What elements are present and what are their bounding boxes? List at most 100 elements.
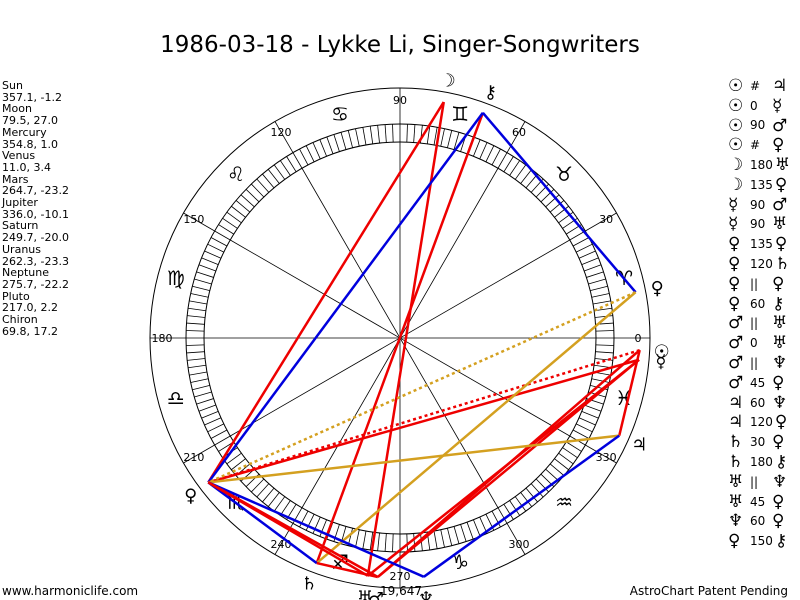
tick-mark [384, 533, 387, 552]
aspect-planet-1: ♃ [728, 412, 744, 433]
tick-mark [592, 300, 611, 305]
tick-mark [545, 468, 560, 482]
tick-mark [377, 532, 380, 551]
planet-name: Sun [2, 79, 23, 92]
tick-mark [319, 519, 327, 537]
aspect-planet-2: ♆ [772, 471, 788, 492]
planet-position: 357.1, -1.2 [2, 90, 62, 104]
tick-mark [187, 358, 206, 361]
tick-mark [595, 351, 614, 354]
zodiac-sign-glyph: ♉ [555, 162, 573, 186]
aspect-planet-2: ♂ [772, 194, 788, 215]
tick-mark [326, 136, 334, 154]
aspect-planet-1: ♂ [728, 372, 744, 393]
aspect-planet-2: ♀ [772, 491, 785, 512]
aspect-planet-2: ♂ [772, 115, 788, 136]
sector-divider [585, 444, 617, 464]
aspect-line [207, 358, 640, 484]
footer-website[interactable]: www.harmoniclife.com [2, 584, 139, 598]
tick-mark [292, 152, 303, 169]
aspect-planet-1: ♄ [728, 432, 744, 453]
aspect-type: 90 [750, 217, 766, 232]
aspect-planet-2: ♅ [772, 214, 788, 235]
sector-divider [585, 212, 617, 232]
sector-divider [506, 523, 526, 555]
aspect-planet-2: ♀ [772, 135, 785, 156]
tick-mark [549, 200, 565, 213]
tick-mark [545, 194, 560, 208]
tick-mark [558, 211, 574, 224]
aspect-list: ☉ # ♃ ☉ 0 ☿ ☉ 90 ♂ ☉ # ♀ ☽ 180 ♅ ☽ 135 ♀ ☿ 90 ♂ ☿ 90 ♅ ♀ 135 ♀ ♀ 120… [728, 76, 798, 551]
footer-patent-note: AstroChart Patent Pending [629, 584, 788, 598]
aspect-row: ♅ 45 ♀ [728, 492, 798, 512]
aspect-planet-2: ♀ [774, 234, 788, 255]
planet-position-list: Sun 357.1, -1.2 Moon 79.5, 27.0 Mercury 354.8… [2, 80, 69, 337]
tick-mark [503, 156, 514, 172]
tick-mark [566, 441, 582, 452]
aspect-planet-2: ☿ [772, 95, 783, 116]
aspect-type: 135 [750, 177, 773, 192]
tick-mark [196, 271, 214, 278]
tick-mark [572, 429, 590, 439]
planet-glyph: ♃ [631, 435, 647, 456]
tick-mark [305, 145, 315, 163]
aspect-planet-2: ♅ [772, 333, 788, 354]
tick-mark [591, 293, 610, 298]
zodiac-sign-glyph: ♌ [227, 162, 245, 186]
tick-mark [256, 483, 270, 498]
tick-mark [595, 344, 614, 346]
aspect-planet-1: ☉ [728, 135, 744, 156]
tick-mark [187, 315, 206, 318]
tick-mark [406, 124, 408, 143]
tick-mark [588, 278, 606, 285]
aspect-row: ♂ 0 ♅ [728, 333, 798, 353]
planet-name: Moon [2, 102, 32, 116]
planet-position: 262.3, -23.3 [2, 254, 69, 268]
degree-label: 300 [509, 538, 530, 551]
aspect-planet-2: ♀ [772, 372, 785, 393]
extra-label: 19,647 [380, 584, 422, 598]
aspect-type: 180 [750, 455, 773, 470]
tick-mark [226, 211, 242, 224]
degree-label: 240 [271, 538, 292, 551]
aspect-type: 45 [750, 494, 766, 509]
tick-mark [392, 124, 394, 143]
tick-mark [189, 371, 208, 376]
aspect-row: ☉ # ♀ [728, 135, 798, 155]
tick-mark [186, 344, 205, 346]
tick-mark [198, 404, 216, 412]
aspect-type: 135 [750, 237, 773, 252]
tick-mark [525, 487, 538, 503]
aspect-row: ☿ 90 ♂ [728, 195, 798, 215]
tick-mark [581, 411, 599, 419]
aspect-line [315, 291, 637, 565]
planet-position: 336.0, -10.1 [2, 207, 69, 221]
tick-mark [392, 533, 394, 552]
tick-mark [347, 130, 353, 148]
aspect-line [423, 434, 620, 578]
aspect-planet-1: ♂ [728, 313, 744, 334]
tick-mark [312, 142, 321, 160]
aspect-planet-1: ♀ [728, 254, 741, 275]
aspect-row: ♂ || ♅ [728, 313, 798, 334]
aspect-line [208, 434, 620, 484]
aspect-planet-1: ☉ [728, 75, 744, 96]
aspect-row: ♅ || ♆ [728, 472, 798, 492]
aspect-line [481, 111, 637, 294]
tick-mark [267, 492, 280, 507]
tick-mark [201, 411, 219, 419]
degree-label: 330 [596, 451, 617, 464]
planet-glyph: ♀ [184, 486, 197, 507]
tick-mark [530, 483, 544, 498]
tick-mark [578, 250, 596, 259]
aspect-type: 180 [750, 158, 773, 173]
aspect-row: ♀ 120 ♄ [728, 254, 798, 274]
tick-mark [251, 183, 265, 198]
tick-mark [362, 127, 367, 146]
sector-divider [183, 212, 215, 232]
planet-position: 217.0, 2.2 [2, 301, 58, 315]
tick-mark [189, 300, 208, 305]
tick-mark [262, 173, 275, 189]
aspect-row: ♆ 60 ♀ [728, 511, 798, 531]
